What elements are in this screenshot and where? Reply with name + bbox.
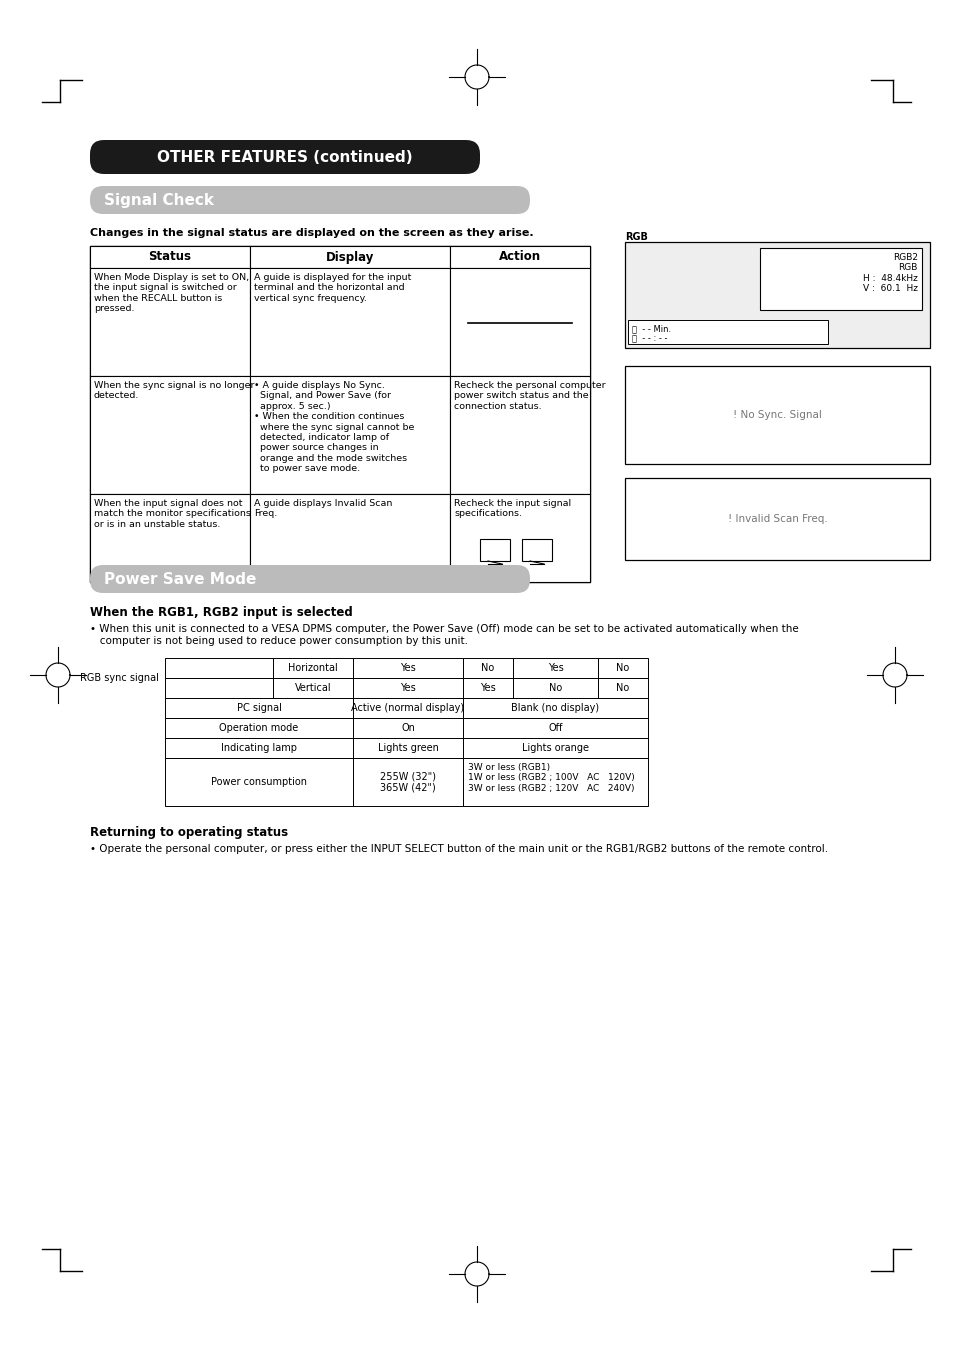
Text: Yes: Yes xyxy=(399,663,416,673)
Text: Status: Status xyxy=(149,250,192,263)
Bar xyxy=(90,494,250,582)
Text: When the sync signal is no longer
detected.: When the sync signal is no longer detect… xyxy=(94,381,254,400)
Bar xyxy=(353,738,462,758)
Text: Changes in the signal status are displayed on the screen as they arise.: Changes in the signal status are display… xyxy=(90,228,533,238)
Text: Vertical: Vertical xyxy=(294,684,331,693)
Text: Horizontal: Horizontal xyxy=(288,663,337,673)
Bar xyxy=(462,678,513,698)
Bar xyxy=(521,539,552,561)
Text: RGB2
RGB
H :  48.4kHz
V :  60.1  Hz: RGB2 RGB H : 48.4kHz V : 60.1 Hz xyxy=(862,253,917,293)
Text: No: No xyxy=(548,684,561,693)
Bar xyxy=(90,246,589,582)
Text: No: No xyxy=(616,663,629,673)
Bar xyxy=(462,738,647,758)
Bar xyxy=(479,539,510,561)
Text: Ⓓ  - - Min.
Ⓣ  - - : - -: Ⓓ - - Min. Ⓣ - - : - - xyxy=(631,324,670,343)
Bar xyxy=(165,678,273,698)
Bar xyxy=(462,717,647,738)
Text: Lights green: Lights green xyxy=(377,743,438,753)
Text: OTHER FEATURES (continued): OTHER FEATURES (continued) xyxy=(157,150,413,165)
Text: Yes: Yes xyxy=(547,663,563,673)
Bar xyxy=(598,658,647,678)
Bar xyxy=(250,267,450,376)
Text: Action: Action xyxy=(498,250,540,263)
Text: Power Save Mode: Power Save Mode xyxy=(104,571,256,586)
Text: • When this unit is connected to a VESA DPMS computer, the Power Save (Off) mode: • When this unit is connected to a VESA … xyxy=(90,624,798,646)
Bar xyxy=(250,494,450,582)
Bar xyxy=(462,698,647,717)
Text: ! No Sync. Signal: ! No Sync. Signal xyxy=(732,409,821,420)
Bar xyxy=(273,678,353,698)
Text: ! Invalid Scan Freq.: ! Invalid Scan Freq. xyxy=(727,513,826,524)
Text: Off: Off xyxy=(548,723,562,734)
Text: Blank (no display): Blank (no display) xyxy=(511,703,598,713)
Text: Recheck the personal computer
power switch status and the
connection status.: Recheck the personal computer power swit… xyxy=(454,381,605,411)
Bar xyxy=(462,758,647,807)
Bar xyxy=(353,678,462,698)
Text: No: No xyxy=(481,663,494,673)
Text: Display: Display xyxy=(326,250,374,263)
Text: 3W or less (RGB1)
1W or less (RGB2 ; 100V   AC   120V)
3W or less (RGB2 ; 120V  : 3W or less (RGB1) 1W or less (RGB2 ; 100… xyxy=(468,763,634,793)
Bar xyxy=(90,267,250,376)
Bar xyxy=(624,478,929,561)
Bar xyxy=(450,494,589,582)
Text: • A guide displays No Sync.
  Signal, and Power Save (for
  approx. 5 sec.)
• Wh: • A guide displays No Sync. Signal, and … xyxy=(253,381,414,473)
Text: • Operate the personal computer, or press either the INPUT SELECT button of the : • Operate the personal computer, or pres… xyxy=(90,844,827,854)
Bar xyxy=(450,376,589,494)
Text: No: No xyxy=(616,684,629,693)
Text: PC signal: PC signal xyxy=(236,703,281,713)
Text: Indicating lamp: Indicating lamp xyxy=(221,743,296,753)
Text: A guide displays Invalid Scan
Freq.: A guide displays Invalid Scan Freq. xyxy=(253,499,392,519)
Text: When Mode Display is set to ON,
the input signal is switched or
when the RECALL : When Mode Display is set to ON, the inpu… xyxy=(94,273,249,313)
Text: When the input signal does not
match the monitor specifications
or is in an unst: When the input signal does not match the… xyxy=(94,499,251,528)
Bar xyxy=(353,758,462,807)
Bar xyxy=(462,658,513,678)
Text: Returning to operating status: Returning to operating status xyxy=(90,825,288,839)
Bar xyxy=(273,658,353,678)
Text: On: On xyxy=(400,723,415,734)
Bar xyxy=(598,678,647,698)
Text: When the RGB1, RGB2 input is selected: When the RGB1, RGB2 input is selected xyxy=(90,607,353,619)
Bar xyxy=(353,698,462,717)
Text: Power consumption: Power consumption xyxy=(211,777,307,788)
Bar xyxy=(624,242,929,349)
Bar xyxy=(250,376,450,494)
Bar xyxy=(165,658,273,678)
Text: RGB sync signal: RGB sync signal xyxy=(80,673,159,684)
Bar xyxy=(624,366,929,463)
Bar xyxy=(450,267,589,376)
Bar xyxy=(513,678,598,698)
Text: 255W (32")
365W (42"): 255W (32") 365W (42") xyxy=(379,771,436,793)
Bar xyxy=(165,698,353,717)
Bar xyxy=(90,246,250,267)
Bar xyxy=(760,249,921,309)
Bar xyxy=(165,738,353,758)
Text: A guide is displayed for the input
terminal and the horizontal and
vertical sync: A guide is displayed for the input termi… xyxy=(253,273,411,303)
Bar xyxy=(450,246,589,267)
Bar xyxy=(165,758,353,807)
Bar xyxy=(250,246,450,267)
Text: RGB: RGB xyxy=(624,232,647,242)
Text: Signal Check: Signal Check xyxy=(104,192,213,208)
Bar xyxy=(353,658,462,678)
Text: Lights orange: Lights orange xyxy=(521,743,588,753)
Text: Yes: Yes xyxy=(399,684,416,693)
Bar xyxy=(165,717,353,738)
Text: Recheck the input signal
specifications.: Recheck the input signal specifications. xyxy=(454,499,571,519)
FancyBboxPatch shape xyxy=(90,186,530,213)
Text: Yes: Yes xyxy=(479,684,496,693)
Text: Active (normal display): Active (normal display) xyxy=(351,703,464,713)
Text: Operation mode: Operation mode xyxy=(219,723,298,734)
FancyBboxPatch shape xyxy=(90,141,479,174)
Bar xyxy=(513,658,598,678)
Bar xyxy=(627,320,827,345)
Bar xyxy=(90,376,250,494)
Bar xyxy=(353,717,462,738)
FancyBboxPatch shape xyxy=(90,565,530,593)
